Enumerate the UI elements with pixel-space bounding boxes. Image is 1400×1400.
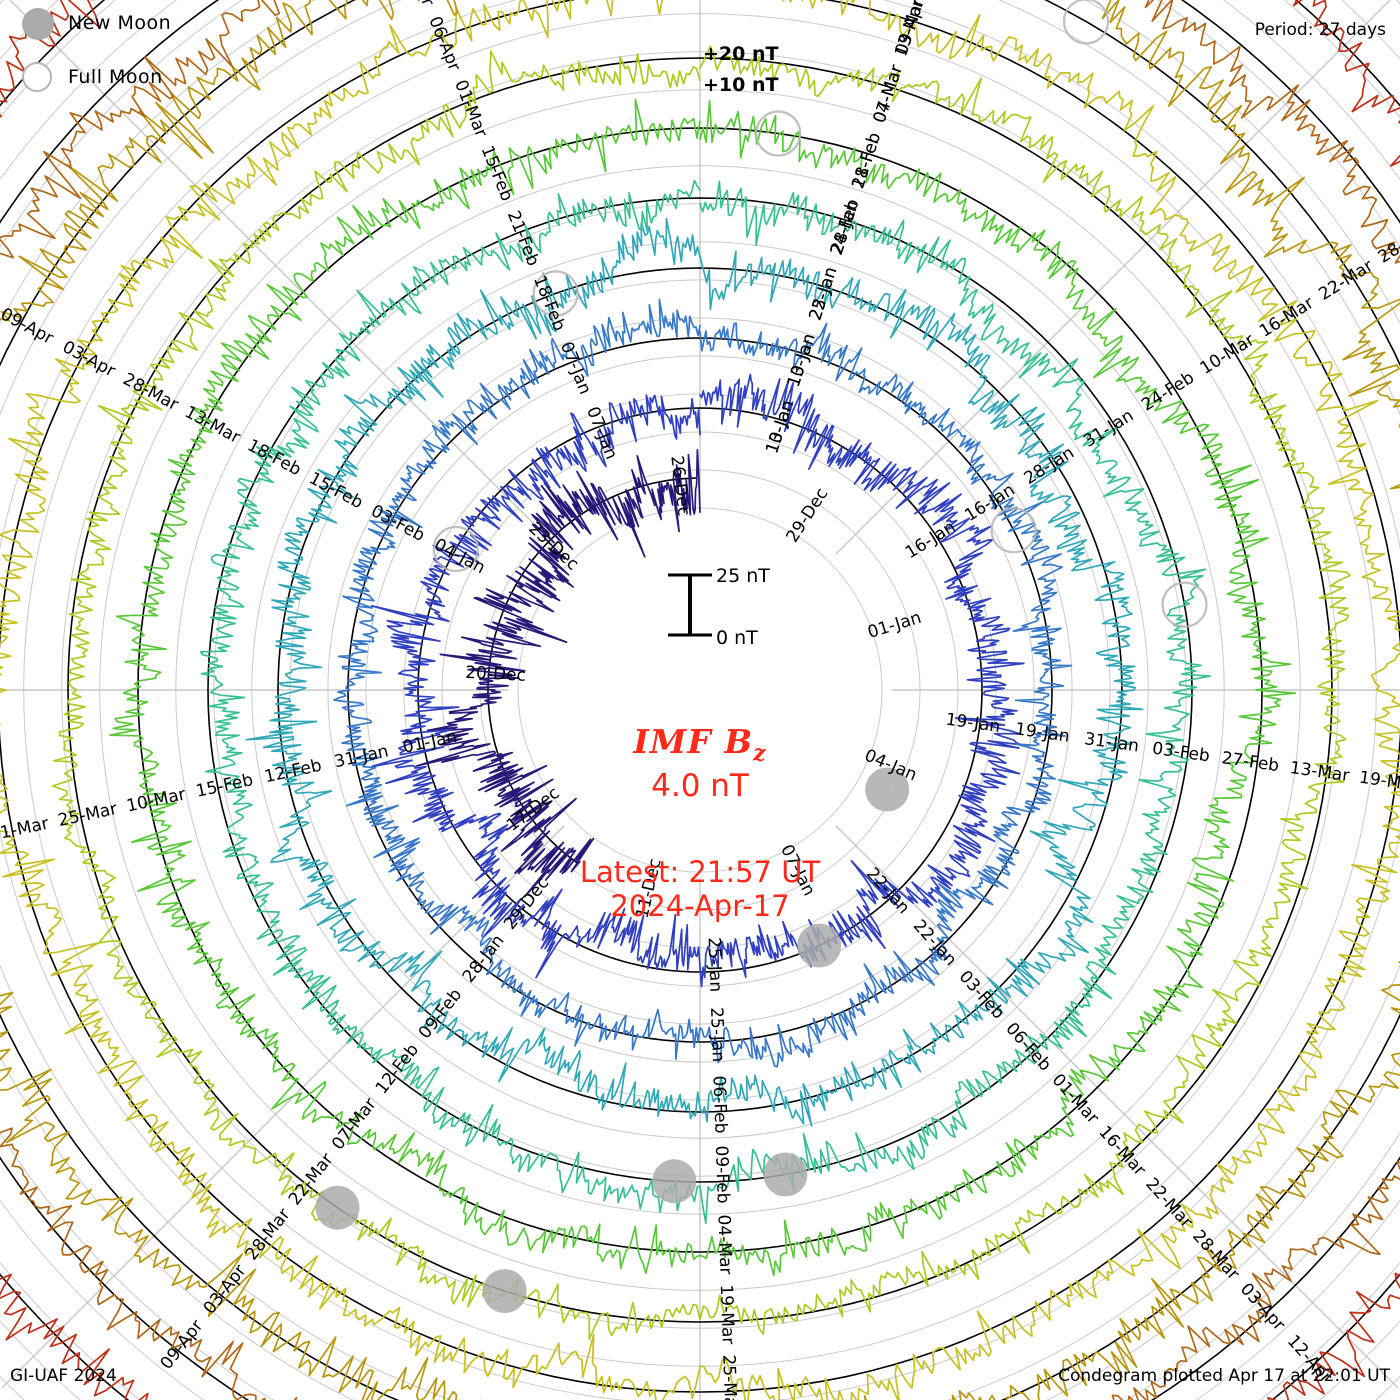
date-label: 10-Jan — [784, 331, 820, 389]
new-moon-marker-icon — [652, 1159, 697, 1204]
title-subscript: z — [753, 740, 767, 767]
full-moon-marker-icon — [990, 507, 1037, 554]
full-moon-marker-icon — [1161, 581, 1208, 628]
date-label: 21-Feb — [503, 208, 543, 269]
scale-bar-bottom-label: 0 nT — [716, 627, 758, 649]
date-label: 22-Jan — [805, 265, 841, 323]
full-moon-marker-icon — [532, 270, 579, 317]
full-moon-legend-label: Full Moon — [68, 66, 163, 88]
date-label: 04-Mar — [870, 63, 908, 126]
date-label: 22-Mar — [1141, 1174, 1196, 1232]
new-moon-marker-icon — [865, 767, 910, 812]
date-label: 19-Mar — [716, 1284, 738, 1345]
scale-bar — [668, 573, 712, 637]
date-label: 25-Jan — [704, 937, 726, 993]
date-label: 22-Mar — [1315, 256, 1376, 305]
radial-tick-10nt: +10 nT — [703, 74, 779, 96]
date-label: 01-Jan — [865, 608, 923, 643]
full-moon-marker-icon — [1062, 0, 1110, 45]
scale-bar-top-label: 25 nT — [716, 565, 770, 587]
latest-date: 2024-Apr-17 — [610, 889, 790, 923]
date-label: 25-Mar — [718, 1354, 740, 1400]
date-label: 13-Mar — [181, 402, 243, 448]
latest-time: Latest: 21:57 UT — [579, 855, 821, 889]
date-label: 06-Feb — [708, 1075, 730, 1134]
date-label: 25-Jan — [706, 1007, 728, 1063]
full-moon-swatch-icon — [22, 62, 52, 92]
new-moon-swatch-icon — [22, 8, 54, 40]
new-moon-marker-icon — [763, 1152, 808, 1197]
full-moon-marker-icon — [755, 110, 802, 157]
full-moon-marker-icon — [432, 525, 479, 573]
date-label: 29-Dec — [783, 484, 833, 546]
new-moon-marker-icon — [797, 923, 842, 968]
date-label: 31-Mar — [0, 814, 51, 846]
credit-label: GI-UAF 2024 — [10, 1366, 117, 1386]
date-label: 12-Apr — [398, 0, 438, 9]
date-label: 16-Jan — [902, 517, 959, 563]
period-label: Period: 27 days — [1254, 20, 1386, 40]
page-title: IMF Bz — [0, 722, 1400, 767]
current-value: 4.0 nT — [651, 768, 749, 804]
date-label: 04-Mar — [713, 1214, 735, 1275]
date-label: 20-Dec — [465, 663, 527, 686]
date-label: 31-Jan — [1080, 406, 1137, 452]
date-label: 09-Feb — [415, 985, 466, 1043]
date-label: 03-Feb — [955, 967, 1009, 1023]
title-main: IMF B — [633, 722, 754, 761]
date-label: 09-Feb — [711, 1145, 733, 1204]
date-label: 09-Apr — [892, 0, 929, 58]
radial-tick-20nt: +20 nT — [703, 43, 779, 65]
date-label: 10-Jan — [762, 398, 798, 456]
date-label: 28-Mar — [1375, 219, 1400, 268]
moon-marker-group — [315, 0, 1208, 1314]
plotted-timestamp-label: Condegram plotted Apr 17 at 22:01 UT — [1058, 1366, 1390, 1386]
new-moon-marker-icon — [482, 1269, 527, 1314]
new-moon-marker-icon — [315, 1185, 360, 1230]
date-label: 07-Jan — [556, 339, 595, 397]
new-moon-legend-label: New Moon — [68, 12, 172, 34]
